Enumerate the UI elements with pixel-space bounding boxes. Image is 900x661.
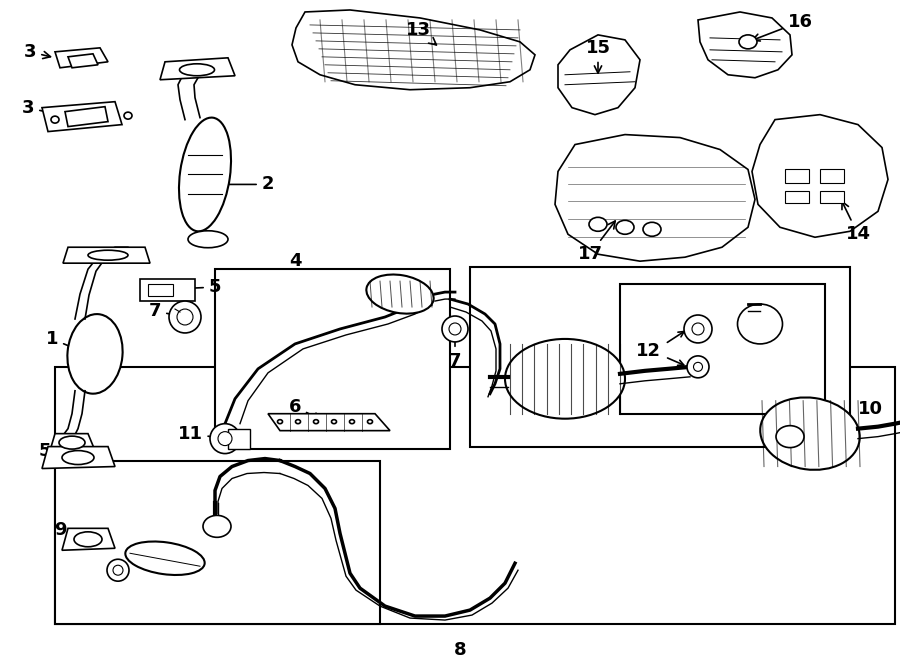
Ellipse shape <box>694 362 703 371</box>
Ellipse shape <box>449 323 461 335</box>
Ellipse shape <box>760 397 860 470</box>
Polygon shape <box>752 114 888 237</box>
Polygon shape <box>55 48 108 68</box>
Ellipse shape <box>589 217 607 231</box>
Polygon shape <box>558 35 640 114</box>
Ellipse shape <box>737 304 782 344</box>
Ellipse shape <box>367 420 373 424</box>
Ellipse shape <box>616 220 634 234</box>
Text: 8: 8 <box>454 641 466 659</box>
Polygon shape <box>555 135 755 261</box>
Polygon shape <box>62 528 115 550</box>
Ellipse shape <box>51 116 59 123</box>
Text: 14: 14 <box>842 202 870 243</box>
Ellipse shape <box>188 231 228 248</box>
Polygon shape <box>50 434 95 451</box>
Bar <box>55 367 895 624</box>
Ellipse shape <box>295 420 301 424</box>
Polygon shape <box>292 10 535 90</box>
Bar <box>140 279 195 301</box>
Ellipse shape <box>210 424 240 453</box>
Text: 7: 7 <box>148 302 181 320</box>
Ellipse shape <box>59 436 85 449</box>
Ellipse shape <box>505 339 625 418</box>
Ellipse shape <box>739 35 757 49</box>
Text: 4: 4 <box>289 253 302 270</box>
Ellipse shape <box>125 541 204 575</box>
Bar <box>785 192 809 204</box>
Ellipse shape <box>203 516 231 537</box>
Ellipse shape <box>62 451 94 465</box>
Bar <box>148 284 173 296</box>
Polygon shape <box>268 414 390 431</box>
Ellipse shape <box>687 356 709 378</box>
Ellipse shape <box>179 64 214 76</box>
Bar <box>820 169 844 183</box>
Ellipse shape <box>442 316 468 342</box>
Bar <box>785 169 809 183</box>
Ellipse shape <box>113 565 123 575</box>
Polygon shape <box>63 247 150 263</box>
Ellipse shape <box>169 301 201 333</box>
Ellipse shape <box>277 420 283 424</box>
Ellipse shape <box>177 309 193 325</box>
Ellipse shape <box>643 222 661 236</box>
Ellipse shape <box>692 323 704 335</box>
Ellipse shape <box>776 426 804 447</box>
Bar <box>215 269 450 449</box>
Polygon shape <box>65 106 108 127</box>
Bar <box>55 461 380 624</box>
Text: 5: 5 <box>153 278 221 296</box>
Text: 15: 15 <box>586 39 610 73</box>
Text: 2: 2 <box>210 175 274 194</box>
Text: 3: 3 <box>22 98 53 116</box>
Ellipse shape <box>179 118 231 231</box>
Text: 6: 6 <box>289 398 320 420</box>
Text: 16: 16 <box>752 13 813 41</box>
Ellipse shape <box>124 112 132 119</box>
Text: 10: 10 <box>858 400 883 418</box>
Text: 13: 13 <box>406 21 436 45</box>
Text: 7: 7 <box>449 334 461 370</box>
Text: 17: 17 <box>578 221 616 263</box>
Ellipse shape <box>331 420 337 424</box>
Ellipse shape <box>684 315 712 343</box>
Ellipse shape <box>313 420 319 424</box>
Bar <box>820 192 844 204</box>
Polygon shape <box>42 447 115 469</box>
Ellipse shape <box>366 274 434 313</box>
Ellipse shape <box>349 420 355 424</box>
Polygon shape <box>698 12 792 78</box>
Text: 5: 5 <box>39 442 74 459</box>
Bar <box>470 267 850 447</box>
Polygon shape <box>68 54 98 68</box>
Text: 3: 3 <box>23 43 50 61</box>
Ellipse shape <box>88 251 128 260</box>
Ellipse shape <box>68 314 122 394</box>
Ellipse shape <box>107 559 129 581</box>
Text: 9: 9 <box>54 522 84 539</box>
Text: 11: 11 <box>177 424 220 443</box>
Bar <box>620 284 825 414</box>
Text: 12: 12 <box>635 342 661 360</box>
Ellipse shape <box>74 532 102 547</box>
Polygon shape <box>160 58 235 80</box>
Polygon shape <box>42 102 122 132</box>
Ellipse shape <box>218 432 232 446</box>
Text: 1: 1 <box>46 330 91 356</box>
Bar <box>228 428 250 449</box>
